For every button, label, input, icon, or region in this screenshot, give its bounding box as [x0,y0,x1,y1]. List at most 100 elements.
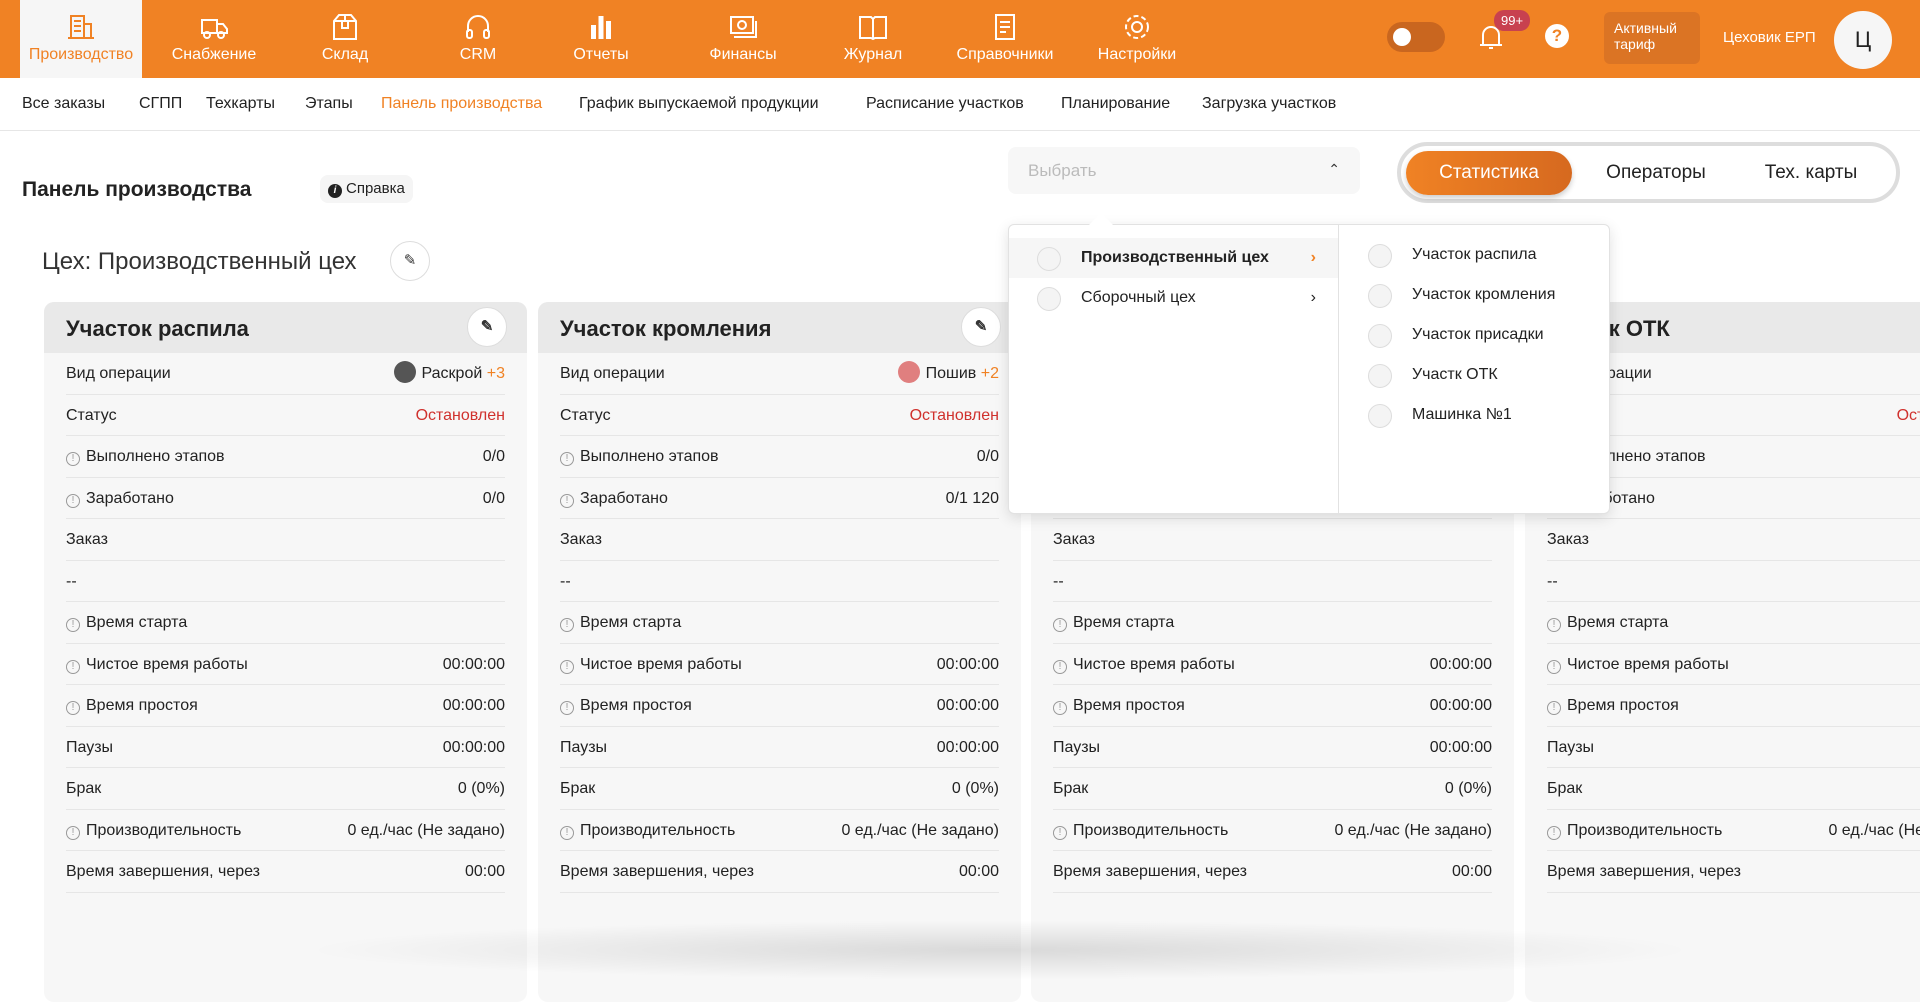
info-icon[interactable]: ! [1547,701,1561,715]
more-operations-link[interactable]: +2 [980,365,999,382]
subnav-item-8[interactable]: Загрузка участков [1202,95,1337,112]
info-icon[interactable]: ! [66,618,80,632]
radio[interactable] [1368,324,1392,348]
active-tariff-button[interactable]: Активный тариф [1604,12,1700,64]
stat-row: Заказ [66,519,505,561]
stat-row: Статус Остановлен [66,395,505,436]
row-label: Брак [1053,780,1089,797]
section-option[interactable]: Участок присадки [1340,315,1609,355]
edit-section-button[interactable]: ✎ [961,307,1001,347]
row-label: Заказ [1547,531,1589,548]
pauses-value: 00:00:00 [442,738,505,756]
tab-tech-cards[interactable]: Тех. карты [1764,162,1858,183]
tab-statistics[interactable]: Статистика [1406,151,1572,195]
bell-icon[interactable] [1478,24,1504,52]
help-icon[interactable]: ? [1545,24,1569,48]
subnav-item-3[interactable]: Этапы [305,95,353,112]
stat-row: Вид операции Раскрой +3 [66,353,505,395]
subnav-item-4[interactable]: Панель производства [381,95,543,112]
info-icon[interactable]: ! [1053,618,1067,632]
section-option[interactable]: Участок кромления [1340,275,1609,315]
finish-value: 00:00 [958,863,999,880]
info-icon[interactable]: ! [560,493,574,508]
nav-item-2[interactable]: Склад [280,0,410,78]
book-icon [859,16,887,41]
notifications-badge[interactable]: 99+ [1494,10,1531,31]
edit-section-button[interactable]: ✎ [467,307,507,347]
theme-toggle[interactable] [1387,22,1445,52]
nav-item-1[interactable]: Снабжение [149,0,279,78]
defect-value: 0 (0%) [1444,780,1492,797]
info-icon[interactable]: ! [66,493,80,508]
stages-value: 0/0 [482,448,505,465]
stat-row: ! Заработано 0/0 [66,478,505,519]
card-title: Участок распила [66,316,249,341]
more-operations-link[interactable]: +3 [486,365,505,382]
info-icon[interactable]: ! [1053,659,1067,674]
nav-item-0[interactable]: Производство [20,0,142,78]
tab-operators[interactable]: Операторы [1606,162,1706,183]
option-label: Участок кромления [1412,286,1556,303]
nav-item-label: Настройки [1097,46,1177,63]
user-name[interactable]: Цеховик ЕРП [1723,29,1816,46]
radio[interactable] [1368,404,1392,428]
row-label: Заработано [86,489,174,507]
section-card: Участк ОТКВид операцииСтатусОстановлен!В… [1525,302,1920,1002]
option-label: Участок распила [1412,246,1537,263]
info-icon[interactable]: ! [1053,701,1067,715]
option-label: Производственный цех [1081,249,1269,266]
order-value: -- [66,572,77,590]
subnav-item-7[interactable]: Планирование [1061,95,1171,112]
section-option[interactable]: Машинка №1 [1340,395,1609,435]
subnav-item-0[interactable]: Все заказы [22,95,106,112]
nav-item-5[interactable]: Финансы [678,0,808,78]
info-icon[interactable]: ! [1547,659,1561,674]
nav-item-3[interactable]: CRM [413,0,543,78]
subnav-item-6[interactable]: Расписание участков [866,95,1024,112]
nav-item-label: Производство [28,46,134,63]
info-icon[interactable]: ! [560,825,574,840]
edit-workshop-button[interactable]: ✎ [390,241,430,281]
subnav-item-1[interactable]: СГПП [139,95,183,112]
stat-row: Паузы 00:00:00 [66,727,505,768]
info-icon[interactable]: ! [560,618,574,632]
nav-item-8[interactable]: Настройки [1072,0,1202,78]
nav-item-6[interactable]: Журнал [808,0,938,78]
info-icon[interactable]: ! [560,659,574,674]
subnav-item-5[interactable]: График выпускаемой продукции [579,95,819,112]
radio[interactable] [1368,244,1392,268]
workshop-option[interactable]: Сборочный цех › [1009,278,1338,318]
stat-row: ! Время старта [66,602,505,644]
radio[interactable] [1037,247,1061,271]
info-icon[interactable]: ! [66,659,80,674]
info-icon[interactable]: ! [560,452,574,466]
row-label: Производительность [580,821,736,839]
stat-row: Брак [1547,768,1920,810]
radio[interactable] [1368,364,1392,388]
section-option[interactable]: Участк ОТК [1340,355,1609,395]
radio[interactable] [1368,284,1392,308]
radio[interactable] [1037,287,1061,311]
info-icon[interactable]: ! [1547,825,1561,840]
workshop-select[interactable]: Выбрать ⌃ [1008,147,1360,194]
info-icon[interactable]: ! [66,701,80,715]
stat-row: Брак 0 (0%) [66,768,505,810]
stat-row: Статус Остановлен [560,395,999,436]
row-label: Брак [560,780,596,797]
info-icon[interactable]: ! [66,825,80,840]
info-icon[interactable]: ! [1053,825,1067,840]
nav-item-4[interactable]: Отчеты [536,0,666,78]
nav-item-7[interactable]: Справочники [940,0,1070,78]
subnav-item-2[interactable]: Техкарты [206,95,276,112]
row-label: Время простоя [1073,697,1185,714]
help-button[interactable]: i Справка [320,175,413,203]
info-icon[interactable]: ! [66,452,80,466]
section-option[interactable]: Участок распила [1340,235,1609,275]
info-icon[interactable]: ! [560,701,574,715]
avatar[interactable]: Ц [1834,11,1892,69]
workshop-option[interactable]: Производственный цех › [1009,238,1338,278]
nav-item-label: Финансы [709,46,777,63]
stat-row: ! Время простоя [1547,685,1920,727]
info-icon[interactable]: ! [1547,618,1561,632]
row-label: Время завершения, через [1547,863,1742,880]
